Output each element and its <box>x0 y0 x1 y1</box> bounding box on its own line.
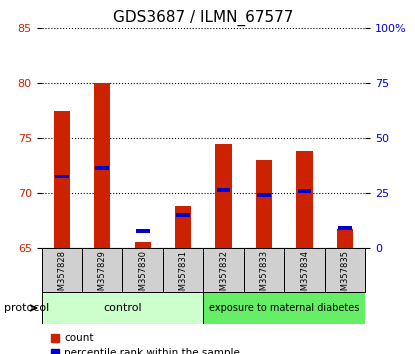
Bar <box>217 188 230 192</box>
Text: exposure to maternal diabetes: exposure to maternal diabetes <box>209 303 359 313</box>
Bar <box>175 206 191 248</box>
Bar <box>55 175 68 178</box>
Bar <box>338 226 352 230</box>
Text: control: control <box>103 303 142 313</box>
Bar <box>42 292 203 324</box>
Bar <box>42 248 82 292</box>
Text: GSM357835: GSM357835 <box>340 250 349 301</box>
Bar <box>215 143 232 248</box>
Text: GSM357831: GSM357831 <box>178 250 188 301</box>
Text: GSM357833: GSM357833 <box>259 250 269 301</box>
Bar <box>203 292 365 324</box>
Text: GSM357828: GSM357828 <box>57 250 66 301</box>
Bar <box>298 189 311 193</box>
Bar <box>337 229 353 248</box>
Bar <box>94 83 110 248</box>
Bar <box>256 160 272 248</box>
Bar <box>136 229 149 233</box>
Bar <box>134 242 151 248</box>
Bar <box>82 248 122 292</box>
Legend: count, percentile rank within the sample: count, percentile rank within the sample <box>47 329 244 354</box>
Bar <box>203 248 244 292</box>
Bar <box>296 151 312 248</box>
Bar <box>54 110 70 248</box>
Bar <box>244 248 284 292</box>
Text: GSM357830: GSM357830 <box>138 250 147 301</box>
Bar <box>257 193 271 197</box>
Bar <box>95 166 109 170</box>
Bar <box>122 248 163 292</box>
Text: GSM357834: GSM357834 <box>300 250 309 301</box>
Title: GDS3687 / ILMN_67577: GDS3687 / ILMN_67577 <box>113 9 293 25</box>
Bar <box>325 248 365 292</box>
Text: GSM357832: GSM357832 <box>219 250 228 301</box>
Text: protocol: protocol <box>4 303 49 313</box>
Text: GSM357829: GSM357829 <box>98 250 107 301</box>
Bar <box>163 248 203 292</box>
Bar <box>176 213 190 217</box>
Bar <box>284 248 325 292</box>
